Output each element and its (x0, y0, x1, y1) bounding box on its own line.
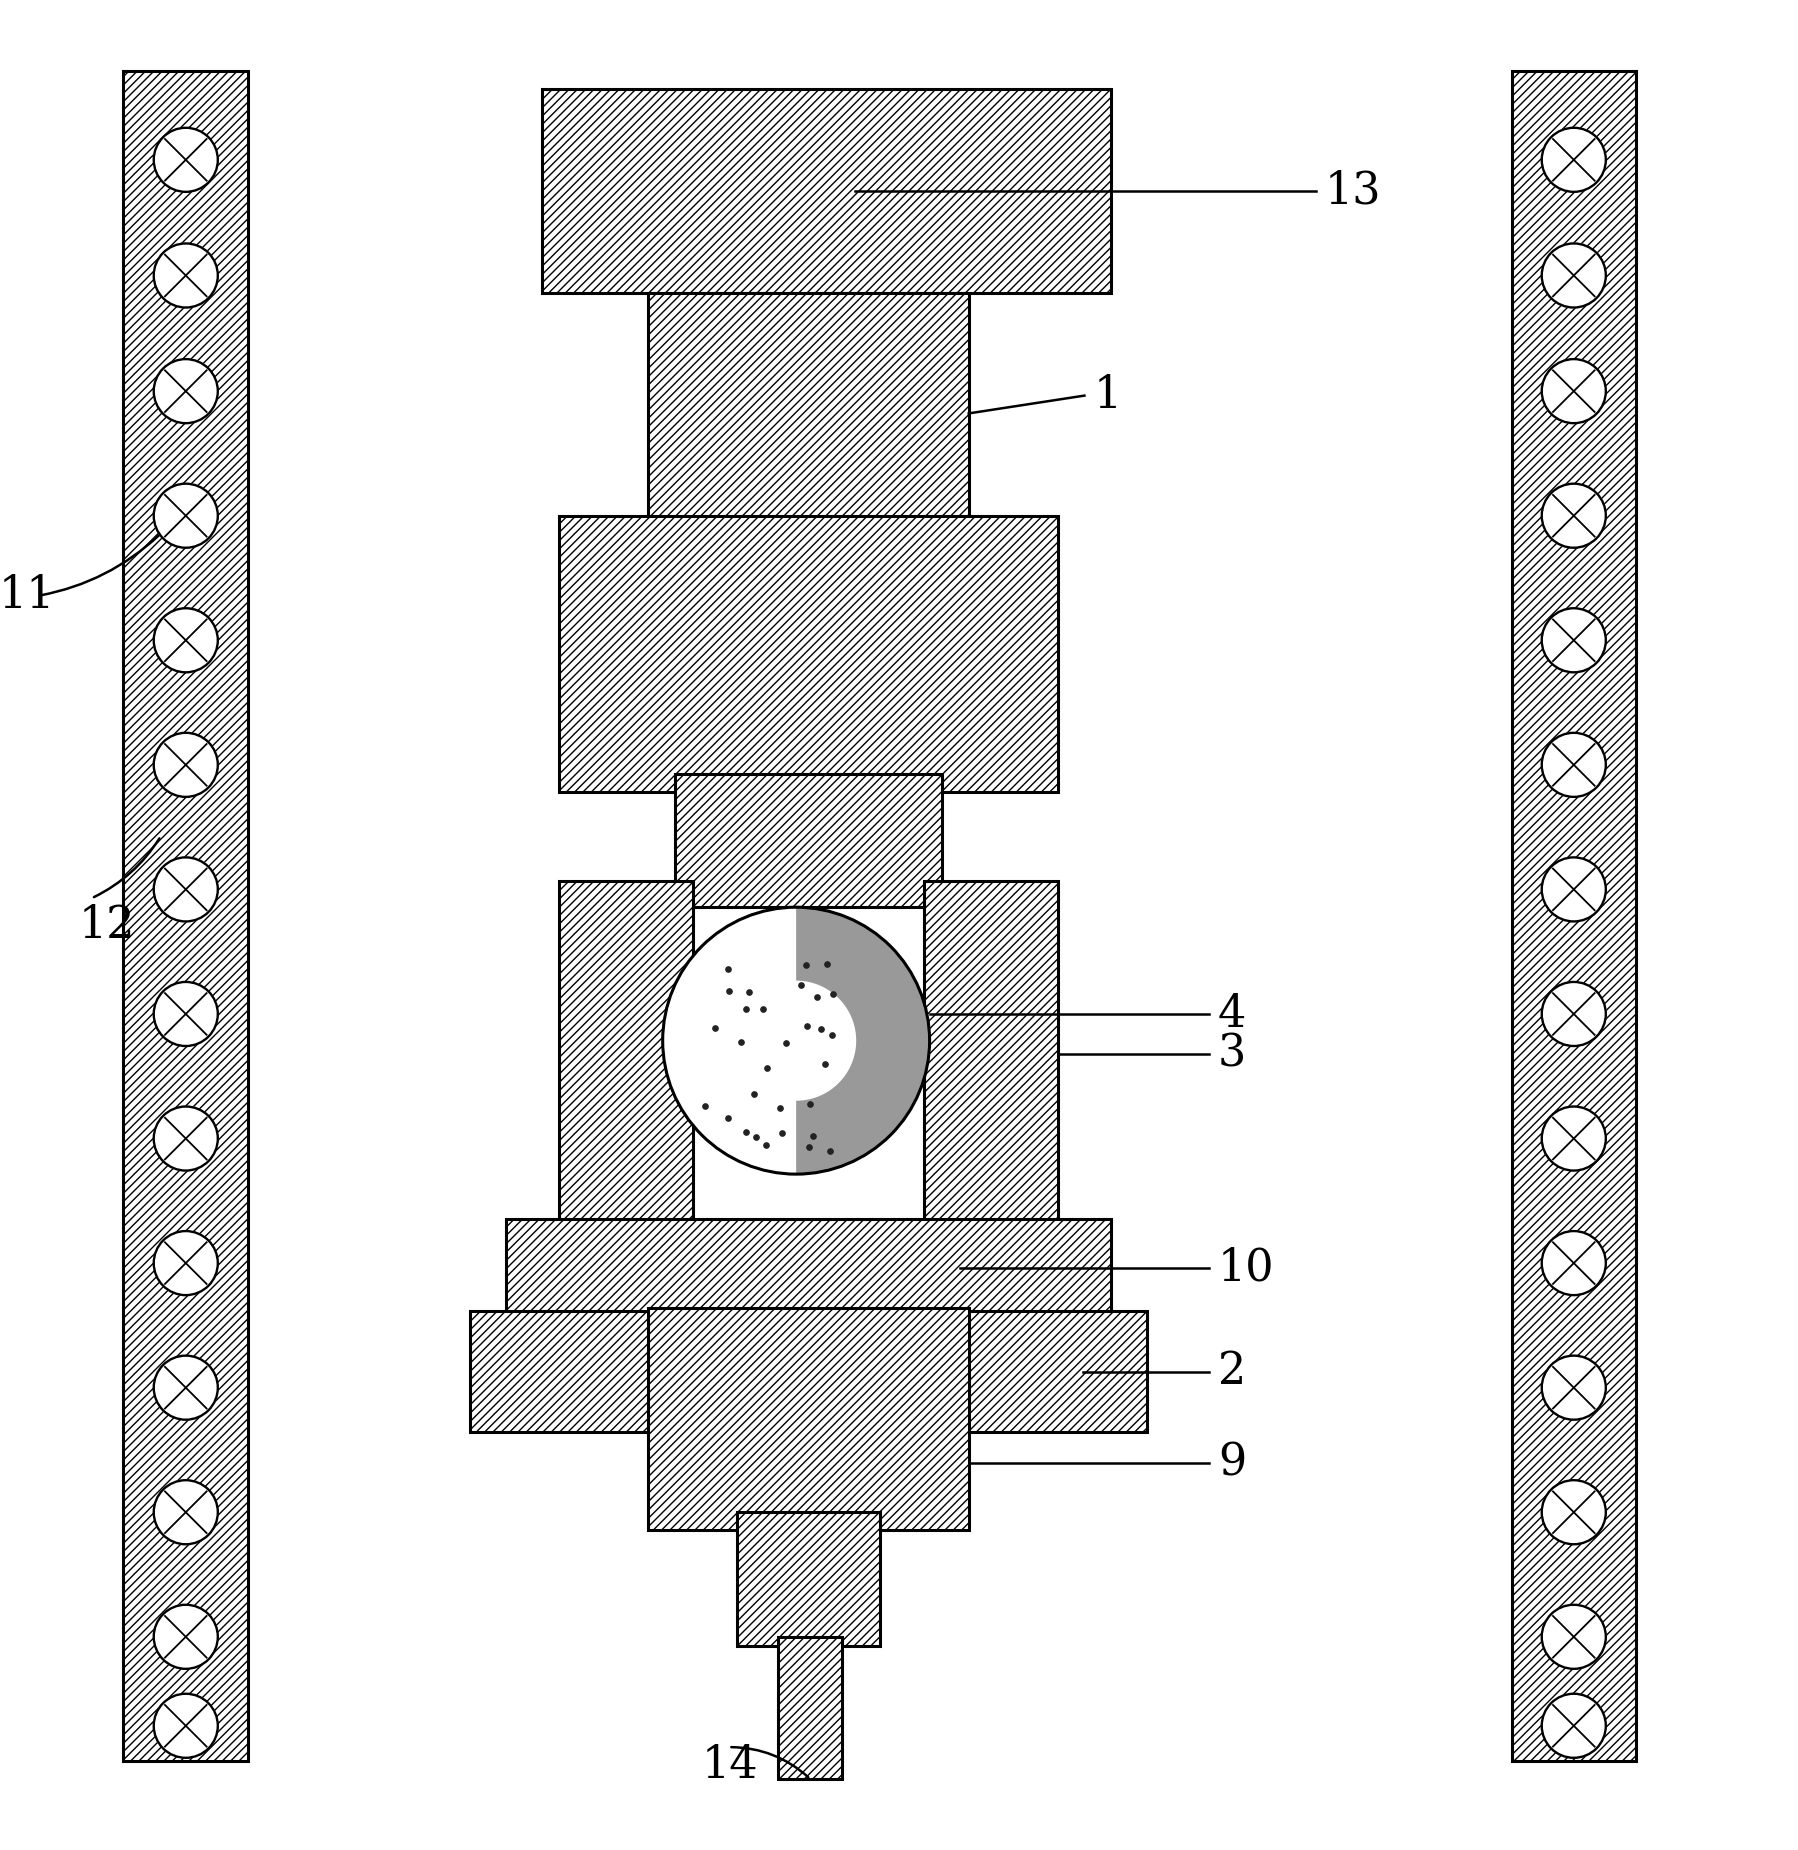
Circle shape (1541, 1695, 1606, 1758)
Text: 11: 11 (0, 574, 56, 618)
Bar (124, 70, 248, 1761)
Bar (647, 294, 967, 533)
Circle shape (1541, 1604, 1606, 1669)
Circle shape (153, 1106, 218, 1171)
Bar (1510, 70, 1634, 1761)
Circle shape (153, 1230, 218, 1295)
Text: 14: 14 (701, 1743, 759, 1787)
Circle shape (153, 483, 218, 548)
Bar (924, 881, 1057, 1228)
Bar (559, 516, 1057, 792)
Bar (674, 773, 942, 906)
Circle shape (1541, 733, 1606, 797)
Circle shape (1541, 128, 1606, 192)
Circle shape (153, 1480, 218, 1545)
Circle shape (1541, 359, 1606, 424)
Text: 13: 13 (1323, 170, 1381, 213)
Polygon shape (797, 906, 930, 1175)
Circle shape (1541, 982, 1606, 1045)
Circle shape (153, 128, 218, 192)
Text: 1: 1 (1093, 374, 1120, 418)
Text: 3: 3 (1217, 1032, 1246, 1075)
Circle shape (153, 1356, 218, 1419)
Circle shape (153, 609, 218, 672)
Circle shape (1541, 1106, 1606, 1171)
Circle shape (153, 857, 218, 921)
Circle shape (1541, 244, 1606, 307)
Text: 10: 10 (1217, 1245, 1273, 1289)
Circle shape (1541, 1356, 1606, 1419)
Circle shape (1541, 857, 1606, 921)
Circle shape (153, 244, 218, 307)
Circle shape (153, 733, 218, 797)
Text: 9: 9 (1217, 1441, 1246, 1486)
Circle shape (1541, 483, 1606, 548)
Text: 2: 2 (1217, 1350, 1246, 1393)
Bar (505, 1219, 1111, 1317)
Bar (647, 1308, 967, 1530)
Circle shape (662, 906, 930, 1175)
Bar (471, 1312, 683, 1432)
Bar (933, 1312, 1145, 1432)
Circle shape (153, 359, 218, 424)
Bar (737, 1511, 879, 1646)
Circle shape (153, 1604, 218, 1669)
Bar (559, 881, 692, 1228)
Bar (541, 89, 1111, 294)
Circle shape (153, 982, 218, 1045)
Circle shape (1541, 609, 1606, 672)
Circle shape (1541, 1480, 1606, 1545)
Text: 12: 12 (79, 903, 135, 947)
Circle shape (1541, 1230, 1606, 1295)
Text: 4: 4 (1217, 992, 1246, 1036)
Bar (779, 1637, 841, 1780)
Circle shape (153, 1695, 218, 1758)
